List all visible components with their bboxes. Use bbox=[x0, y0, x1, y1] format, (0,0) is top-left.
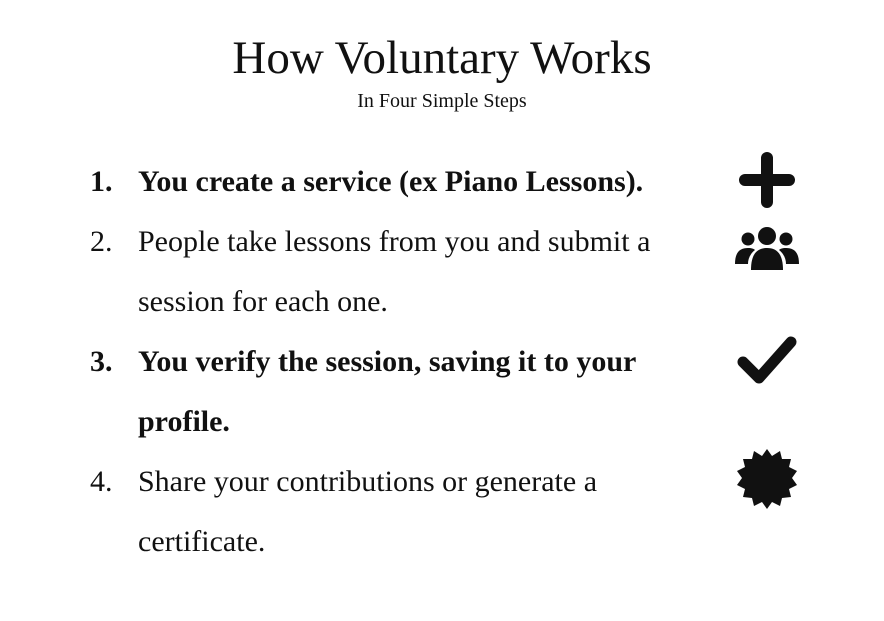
step-2: 2. People take lessons from you and subm… bbox=[90, 212, 690, 332]
page-subtitle: In Four Simple Steps bbox=[357, 90, 527, 112]
step-number: 2. bbox=[90, 225, 113, 258]
step-number: 4. bbox=[90, 465, 113, 498]
header: How Voluntary Works In Four Simple Steps bbox=[0, 28, 884, 114]
step-text: People take lessons from you and submit … bbox=[138, 225, 651, 318]
step-3: 3. You verify the session, saving it to … bbox=[90, 332, 690, 452]
step-number: 1. bbox=[90, 165, 113, 198]
plus-icon bbox=[735, 148, 799, 212]
step-text: You create a service (ex Piano Lessons). bbox=[138, 165, 644, 198]
step-text: You verify the session, saving it to you… bbox=[138, 345, 636, 438]
step-number: 3. bbox=[90, 345, 113, 378]
page-title: How Voluntary Works bbox=[232, 32, 652, 84]
users-icon bbox=[735, 214, 799, 278]
step-text: Share your contributions or generate a c… bbox=[138, 465, 598, 558]
step-4: 4. Share your contributions or generate … bbox=[90, 452, 690, 572]
certificate-icon bbox=[735, 447, 799, 511]
check-icon bbox=[735, 328, 799, 392]
steps-list: 1. You create a service (ex Piano Lesson… bbox=[90, 152, 690, 572]
step-1: 1. You create a service (ex Piano Lesson… bbox=[90, 152, 690, 212]
